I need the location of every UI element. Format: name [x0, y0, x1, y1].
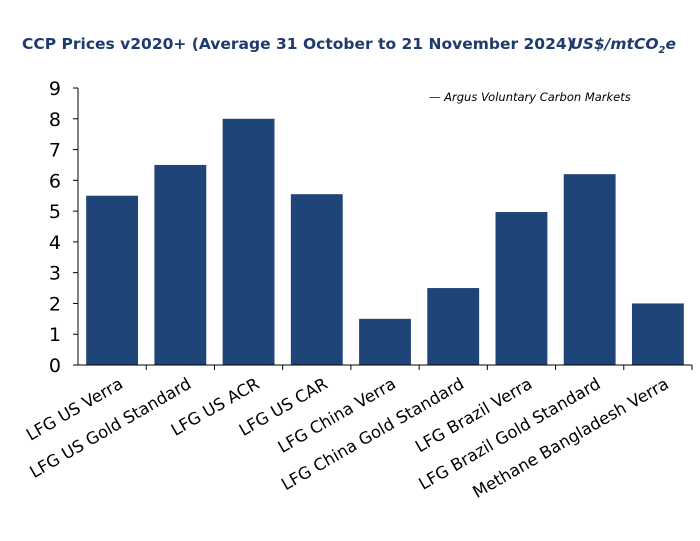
y-tick-label: 3: [49, 263, 61, 285]
y-axis-ticks: 0 1 2 3 4 5 6 7 8 9: [49, 78, 78, 377]
bar: [631, 303, 684, 365]
y-tick-label: 7: [49, 140, 61, 162]
bars: [86, 118, 693, 370]
bar: [495, 212, 548, 365]
bar: [86, 195, 139, 365]
bar: [222, 118, 275, 366]
legend-note: — Argus Voluntary Carbon Markets: [429, 90, 631, 104]
y-tick-label: 9: [49, 78, 61, 100]
bar: [359, 318, 411, 365]
y-tick-label: 2: [49, 293, 61, 315]
y-tick-label: 5: [49, 201, 61, 223]
y-tick-label: 0: [49, 355, 61, 377]
chart-title: CCP Prices v2020+ (Average 31 October to…: [22, 35, 574, 53]
bar: [427, 288, 480, 365]
y-tick-label: 6: [49, 170, 61, 192]
y-tick-label: 4: [49, 232, 61, 254]
y-tick-label: 1: [49, 324, 61, 346]
y-tick-label: 8: [49, 109, 61, 131]
bar: [154, 164, 207, 365]
unit-label: US$/mtCO2e: [570, 35, 676, 56]
bar: [290, 194, 343, 365]
bar: [563, 174, 616, 365]
